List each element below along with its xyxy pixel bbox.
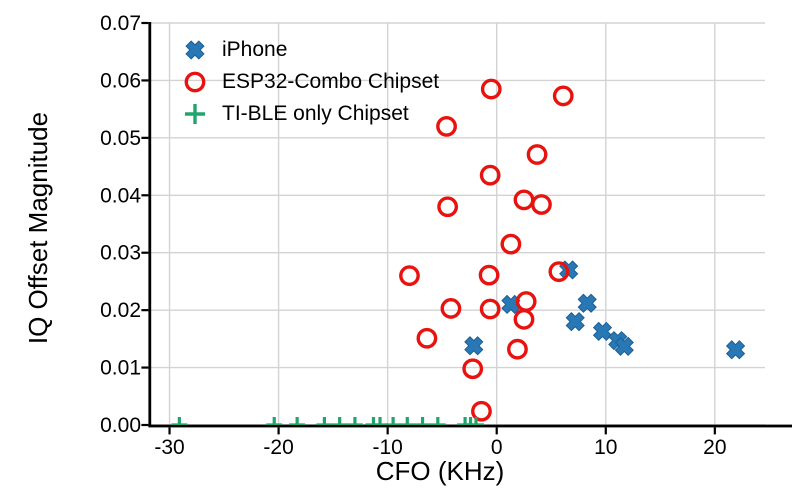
data-point <box>436 115 457 137</box>
x-tick <box>277 427 280 435</box>
data-point <box>385 417 402 425</box>
legend-item-iphone: iPhone <box>178 34 439 66</box>
series-ti-ble <box>171 417 484 425</box>
x-axis-spine <box>148 424 792 428</box>
x-axis-label: CFO (KHz) <box>375 456 505 486</box>
data-point <box>725 340 746 360</box>
y-tick-label: 0.07 <box>100 12 141 35</box>
data-point <box>531 194 552 215</box>
data-point <box>331 417 348 425</box>
tible-plus-marker-icon <box>178 100 212 128</box>
data-point <box>399 417 416 425</box>
data-point <box>513 189 535 211</box>
y-tick-label: 0.02 <box>100 299 141 322</box>
iphone-x-marker-icon <box>178 36 212 64</box>
data-point <box>507 338 528 360</box>
data-points <box>171 78 746 425</box>
data-point <box>457 417 474 425</box>
data-point <box>614 336 634 356</box>
data-point <box>471 400 492 422</box>
data-point <box>316 417 333 425</box>
data-point <box>372 417 389 425</box>
y-tick-label: 0.03 <box>100 242 141 265</box>
y-tick-label: 0.05 <box>100 127 141 150</box>
data-point <box>416 327 438 349</box>
x-tick-label: -20 <box>263 436 293 459</box>
y-tick-label: 0.00 <box>100 414 141 437</box>
legend: iPhone ESP32-Combo Chipset TI-BLE only C… <box>178 34 439 130</box>
y-tick <box>141 251 149 254</box>
x-tick-label: 10 <box>594 436 617 459</box>
legend-label-iphone: iPhone <box>222 38 288 61</box>
data-point <box>552 85 574 107</box>
legend-label-esp32: ESP32-Combo Chipset <box>222 70 440 93</box>
y-tick <box>141 79 149 82</box>
data-point <box>266 417 283 425</box>
y-tick-label: 0.01 <box>100 357 141 380</box>
data-point <box>399 265 420 287</box>
y-axis-spine <box>148 22 152 427</box>
y-tick-label: 0.06 <box>100 69 141 92</box>
axes <box>141 21 792 435</box>
data-point <box>592 321 613 342</box>
x-tick-label: 20 <box>703 436 726 459</box>
data-point <box>414 417 431 425</box>
data-point <box>479 298 501 320</box>
data-point <box>462 417 479 425</box>
data-point <box>346 417 363 425</box>
data-point <box>565 312 585 332</box>
gridlines <box>151 22 765 426</box>
x-tick <box>713 427 716 435</box>
data-point <box>289 417 306 425</box>
x-tick-label: 0 <box>491 436 503 459</box>
data-point <box>500 233 522 255</box>
y-tick <box>141 136 149 139</box>
y-tick <box>141 366 149 369</box>
y-tick <box>141 423 149 427</box>
x-tick <box>168 427 171 435</box>
data-point <box>548 261 570 283</box>
data-point <box>440 298 462 319</box>
data-point <box>171 417 188 425</box>
x-tick-label: -10 <box>372 436 402 459</box>
series-esp32-combo <box>399 78 574 422</box>
y-tick <box>141 21 149 25</box>
legend-item-tible: TI-BLE only Chipset <box>178 98 439 130</box>
tick-labels: -30 -20 -10 0 10 20 0.00 0.01 0.02 0.03 0.04 0.05 0.… <box>100 12 726 459</box>
x-tick <box>604 427 607 435</box>
y-axis-label: IQ Offset Magnitude <box>23 111 53 345</box>
x-tick <box>495 427 498 435</box>
x-tick <box>386 427 389 435</box>
data-point <box>365 417 382 425</box>
data-point <box>526 144 548 165</box>
y-tick <box>141 194 149 197</box>
data-point <box>480 78 502 100</box>
data-point <box>513 308 535 330</box>
data-point <box>467 417 484 425</box>
legend-label-tible: TI-BLE only Chipset <box>222 102 409 125</box>
y-tick-label: 0.04 <box>100 184 141 207</box>
data-point <box>437 196 459 218</box>
data-point <box>515 291 537 312</box>
esp32-circle-marker-icon <box>178 68 212 96</box>
x-tick-label: -30 <box>154 436 184 459</box>
data-point <box>501 294 521 315</box>
data-point <box>577 293 597 313</box>
y-tick <box>141 309 149 312</box>
data-point <box>479 164 501 186</box>
data-point <box>464 336 484 356</box>
data-point <box>429 417 446 425</box>
data-point <box>478 264 500 286</box>
data-point <box>462 358 484 380</box>
legend-item-esp32: ESP32-Combo Chipset <box>178 66 439 98</box>
